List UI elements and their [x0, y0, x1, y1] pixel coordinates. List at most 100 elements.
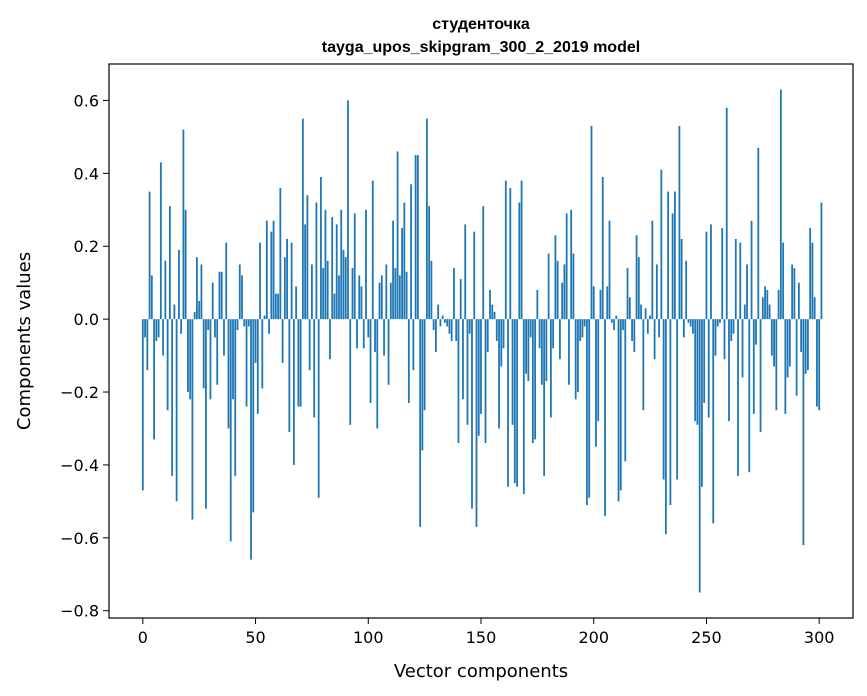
bar-97: [360, 286, 363, 320]
bar-246: [696, 319, 699, 425]
bar-191: [572, 253, 575, 320]
bar-76: [313, 319, 316, 418]
bar-129: [432, 319, 435, 331]
bar-75: [311, 264, 313, 320]
bar-82: [326, 260, 329, 320]
bar-210: [615, 315, 618, 320]
bar-53: [261, 319, 264, 389]
bar-167: [518, 202, 521, 320]
bar-250: [705, 231, 708, 320]
bar-266: [741, 319, 744, 378]
bar-235: [671, 213, 674, 320]
bar-140: [457, 319, 460, 444]
bar-26: [200, 264, 203, 320]
bar-20: [187, 319, 189, 393]
bar-99: [365, 209, 367, 320]
bar-28: [205, 319, 207, 509]
bar-288: [791, 264, 794, 320]
bar-55: [265, 220, 268, 320]
bar-299: [816, 319, 818, 407]
bar-164: [511, 319, 514, 425]
bar-0: [141, 319, 144, 491]
bar-172: [529, 319, 532, 338]
bar-226: [651, 220, 654, 320]
y-tick-label-0: −0.8: [60, 602, 99, 621]
bar-247: [698, 319, 701, 593]
bar-127: [428, 206, 431, 320]
bar-67: [292, 319, 295, 465]
y-tick-label-7: 0.6: [74, 91, 99, 110]
bar-45: [243, 319, 246, 327]
bar-69: [297, 319, 300, 407]
bar-29: [207, 319, 210, 331]
bar-139: [455, 319, 458, 341]
bar-237: [676, 319, 679, 480]
bar-112: [394, 268, 397, 320]
bar-296: [809, 228, 812, 320]
bar-255: [716, 319, 719, 327]
bar-111: [392, 220, 394, 320]
bar-48: [250, 319, 252, 560]
bar-195: [581, 319, 584, 338]
bar-135: [446, 319, 449, 327]
bar-116: [403, 202, 406, 320]
bar-89: [342, 249, 345, 320]
bar-34: [218, 271, 221, 320]
bar-148: [475, 319, 478, 527]
bar-238: [678, 125, 681, 320]
bar-160: [502, 319, 505, 349]
bar-124: [421, 319, 424, 451]
chart-title-line-1: студенточка: [432, 16, 530, 33]
bar-228: [655, 264, 658, 320]
bar-92: [349, 319, 352, 425]
bar-114: [398, 275, 401, 320]
bar-203: [599, 289, 602, 320]
bar-218: [633, 319, 636, 352]
bar-225: [649, 315, 651, 320]
bar-119: [410, 184, 413, 320]
bar-132: [439, 319, 442, 327]
bar-254: [714, 319, 717, 356]
bar-137: [450, 319, 453, 341]
bar-156: [493, 311, 496, 320]
bar-31: [211, 282, 214, 320]
bar-101: [369, 319, 372, 403]
bar-50: [254, 319, 257, 363]
bar-177: [540, 319, 543, 385]
bar-159: [500, 319, 503, 367]
bar-278: [768, 304, 771, 320]
bar-128: [430, 260, 433, 320]
x-tick-label-50: 50: [245, 628, 265, 647]
bar-133: [441, 315, 444, 320]
bar-219: [635, 235, 638, 320]
bar-84: [331, 217, 334, 320]
bar-100: [367, 319, 370, 338]
bar-108: [385, 264, 388, 320]
bar-155: [491, 304, 494, 320]
bar-35: [220, 271, 223, 320]
bar-295: [807, 319, 809, 371]
bar-142: [462, 319, 464, 400]
bar-146: [471, 319, 473, 509]
bar-96: [358, 275, 361, 320]
bar-110: [389, 282, 392, 320]
bar-141: [459, 279, 462, 320]
bar-297: [811, 242, 814, 320]
plot-frame: [108, 63, 854, 619]
bar-189: [568, 319, 570, 385]
bar-14: [173, 304, 176, 320]
bar-150: [480, 319, 482, 414]
bar-260: [728, 319, 730, 422]
bar-190: [570, 209, 573, 320]
bar-253: [712, 319, 715, 524]
bar-32: [214, 319, 216, 338]
bar-179: [545, 319, 548, 382]
bar-145: [468, 319, 471, 334]
y-tick-label-6: 0.4: [74, 164, 99, 183]
bar-19: [184, 209, 187, 320]
bar-85: [333, 293, 336, 320]
bar-62: [281, 319, 284, 363]
bar-122: [416, 155, 419, 320]
bar-240: [683, 319, 685, 338]
